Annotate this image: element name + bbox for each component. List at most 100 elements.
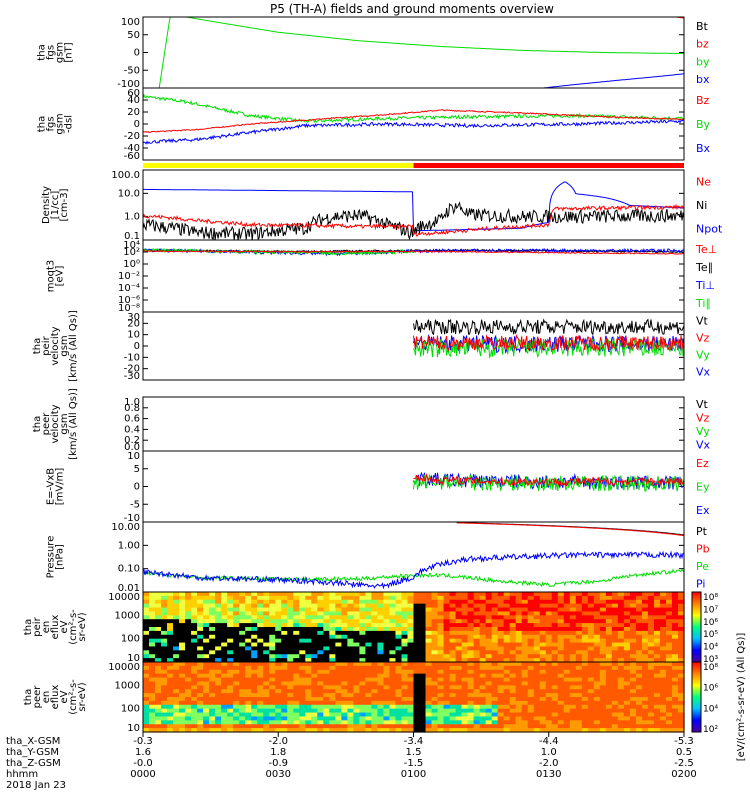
spectrogram-cell <box>557 665 565 671</box>
spectrogram-cell <box>353 716 360 721</box>
spectrogram-cell <box>155 623 162 628</box>
legend-entry: Ni <box>696 199 707 212</box>
spectrogram-cell <box>401 685 409 690</box>
spectrogram-cell <box>287 673 294 679</box>
spectrogram-cell <box>635 673 643 679</box>
spectrogram-cell <box>659 712 667 718</box>
spectrogram-cell <box>545 720 553 725</box>
spectrogram-cell <box>503 619 511 624</box>
spectrogram-cell <box>263 592 270 597</box>
spectrogram-cell <box>509 669 517 675</box>
spectrogram-cell <box>377 642 385 648</box>
spectrogram-cell <box>335 592 342 597</box>
spectrogram-cell <box>509 704 517 710</box>
spectrogram-cell <box>497 677 505 683</box>
spectrogram-cell <box>545 716 553 721</box>
spectrogram-cell <box>599 697 607 702</box>
spectrogram-cell <box>419 650 427 655</box>
spectrogram-cell <box>305 615 312 620</box>
spectrogram-cell <box>509 623 517 628</box>
spectrogram-cell <box>587 630 595 636</box>
spectrogram-cell <box>509 700 517 706</box>
spectrogram-cell <box>407 700 415 706</box>
spectrogram-cell <box>629 592 637 597</box>
spectrogram-cell <box>233 603 240 609</box>
spectrogram-cell <box>227 630 234 636</box>
spectrogram-cell <box>275 603 282 609</box>
spectrogram-cell <box>275 592 282 597</box>
spectrogram-cell <box>347 599 354 605</box>
spectrogram-cell <box>461 654 469 659</box>
colorbar-tick-label: 10⁸ <box>703 593 718 603</box>
spectrogram-cell <box>173 704 180 710</box>
spectrogram-cell <box>275 646 282 651</box>
spectrogram-cell <box>227 592 234 597</box>
spectrogram-cell <box>653 677 661 683</box>
spectrogram-cell <box>611 627 619 632</box>
spectrogram-cell <box>563 728 571 733</box>
spectrogram-cell <box>401 728 409 733</box>
y-tick-label: 40 <box>127 95 140 106</box>
spectrogram-cell <box>629 607 637 613</box>
spectrogram-cell <box>509 592 517 597</box>
spectrogram-cell <box>563 693 571 698</box>
spectrogram-cell <box>377 623 385 628</box>
spectrogram-cell <box>551 592 559 597</box>
spectrogram-cell <box>461 627 469 632</box>
spectrogram-cell <box>419 716 427 721</box>
spectrogram-cell <box>671 611 679 616</box>
spectrogram-cell <box>143 662 150 667</box>
spectrogram-cell <box>251 673 258 679</box>
spectrogram-cell <box>227 638 234 644</box>
spectrogram-cell <box>581 599 589 605</box>
spectrogram-cell <box>605 720 613 725</box>
spectrogram-cell <box>347 654 354 659</box>
spectrogram-cell <box>341 673 348 679</box>
spectrogram-cell <box>341 619 348 624</box>
spectrogram-cell <box>293 720 300 725</box>
spectrogram-cell <box>611 728 619 733</box>
spectrogram-cell <box>515 728 523 733</box>
spectrogram-cell <box>521 603 529 609</box>
spectrogram-cell <box>323 665 330 671</box>
spectrogram-cell <box>389 611 397 616</box>
spectrogram-cell <box>431 615 439 620</box>
spectrogram-cell <box>383 728 391 733</box>
spectrogram-cell <box>665 627 673 632</box>
spectrogram-cell <box>359 704 367 710</box>
spectrogram-cell <box>647 685 655 690</box>
spectrogram-cell <box>173 654 180 659</box>
spectrogram-cell <box>341 662 348 667</box>
spectrogram-cell <box>161 592 168 597</box>
spectrogram-cell <box>581 689 589 694</box>
spectrogram-cell <box>251 623 258 628</box>
spectrogram-cell <box>185 630 192 636</box>
spectrogram-cell <box>287 646 294 651</box>
spectrogram-cell <box>329 646 336 651</box>
spectrogram-cell <box>455 592 463 597</box>
spectrogram-cell <box>557 685 565 690</box>
spectrogram-cell <box>161 665 168 671</box>
spectrogram-cell <box>533 728 541 733</box>
spectrogram-cell <box>257 665 264 671</box>
spectrogram-cell <box>401 603 409 609</box>
spectrogram-cell <box>287 720 294 725</box>
spectrogram-cell <box>491 720 499 725</box>
y-axis-label-line: [1/cc] <box>50 191 61 220</box>
spectrogram-cell <box>209 669 216 675</box>
spectrogram-cell <box>413 634 421 640</box>
series-Ez <box>413 472 684 488</box>
spectrogram-cell <box>647 619 655 624</box>
spectrogram-cell <box>143 720 150 725</box>
spectrogram-cell <box>473 592 481 597</box>
spectrogram-cell <box>491 634 499 640</box>
spectrogram-cell <box>605 689 613 694</box>
spectrogram-cell <box>143 627 150 632</box>
spectrogram-cell <box>239 650 246 655</box>
spectrogram-cell <box>527 638 535 644</box>
spectrogram-cell <box>347 724 354 729</box>
spectrogram-cell <box>605 712 613 718</box>
spectrogram-cell <box>395 650 403 655</box>
spectrogram-cell <box>311 689 318 694</box>
